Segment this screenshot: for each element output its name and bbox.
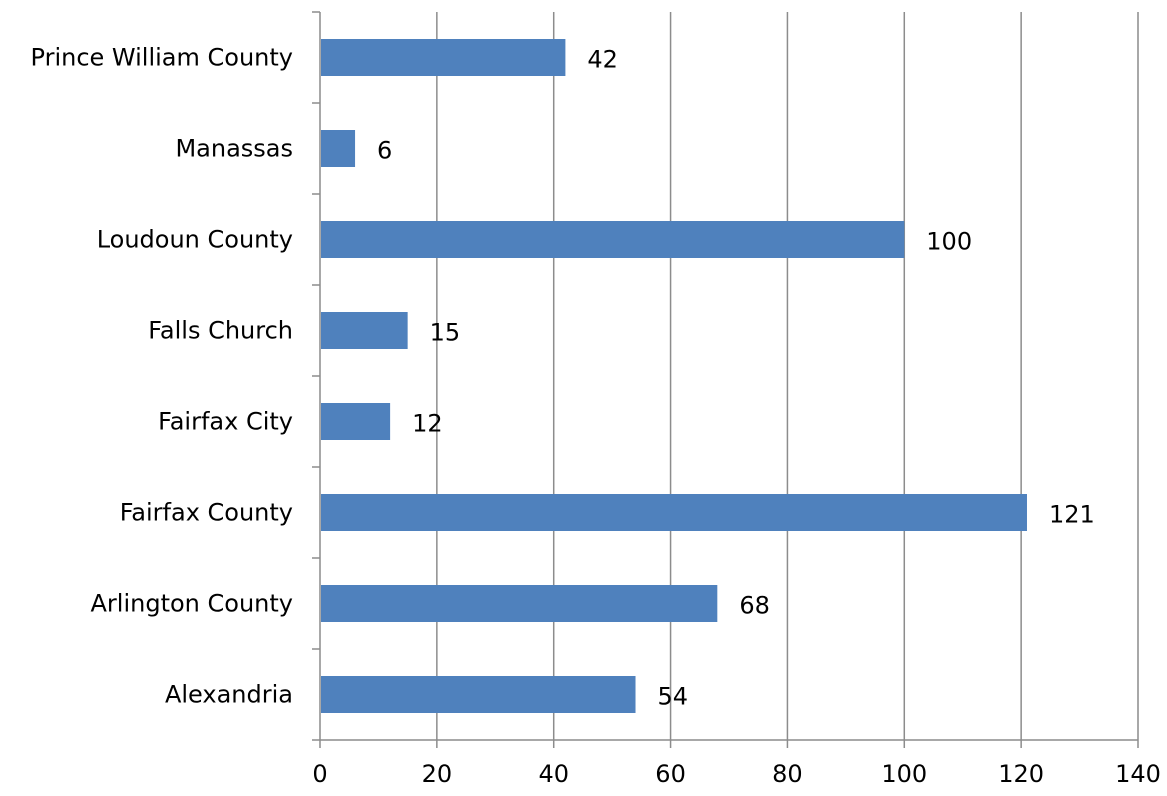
x-tick-label: 40 [538,760,569,788]
data-label: 42 [587,46,618,74]
x-tick-label: 120 [998,760,1044,788]
x-tick-label: 100 [881,760,927,788]
x-tick-label: 20 [422,760,453,788]
bar [321,39,566,76]
bar [321,585,718,622]
data-label: 54 [658,683,689,711]
category-label: Arlington County [91,590,293,618]
data-label: 15 [430,319,461,347]
bar [321,494,1027,531]
bar [321,312,408,349]
data-label: 6 [377,137,392,165]
x-tick-label: 60 [655,760,686,788]
bar [321,676,636,713]
category-label: Manassas [175,135,293,163]
x-tick-label: 140 [1115,760,1161,788]
gridlines [436,12,1139,740]
data-label: 100 [926,228,972,256]
bars [321,39,1027,713]
category-label: Fairfax City [158,408,293,436]
bar [321,130,356,167]
category-label: Falls Church [148,317,293,345]
category-label: Alexandria [165,681,293,709]
category-label: Prince William County [31,44,293,72]
category-label: Fairfax County [120,499,293,527]
x-tick-label: 80 [772,760,803,788]
data-label: 68 [739,592,770,620]
labels: 0 20 40 60 80 100 120 140 Prince William County 4… [31,44,1161,789]
data-label: 121 [1049,501,1095,529]
data-label: 12 [412,410,443,438]
category-label: Loudoun County [97,226,293,254]
axes [312,11,1139,748]
x-tick-label: 0 [312,760,327,788]
bar [321,221,905,258]
bar [321,403,391,440]
